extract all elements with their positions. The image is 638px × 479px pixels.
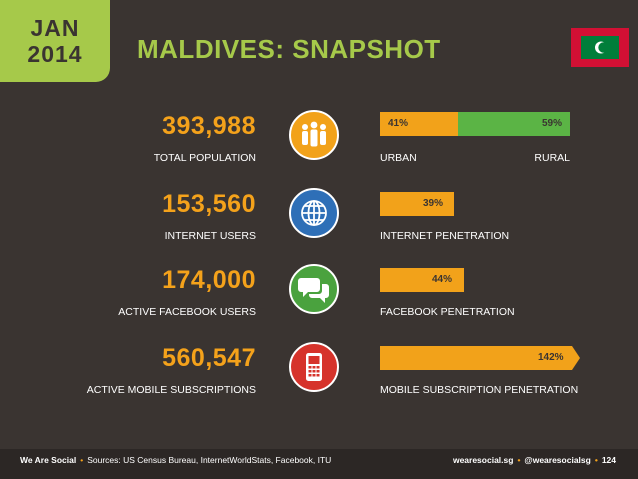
stat-label: ACTIVE MOBILE SUBSCRIPTIONS: [86, 384, 256, 396]
footer-handle[interactable]: @wearesocialsg: [524, 455, 591, 465]
internet-penetration-label: INTERNET PENETRATION: [380, 230, 510, 242]
footer-left: We Are Social • Sources: US Census Bureau,…: [20, 455, 332, 465]
footer-website[interactable]: wearesocial.sg: [452, 455, 514, 465]
speech-bubbles-icon: [289, 264, 339, 314]
facebook-penetration-pct: 44%: [432, 274, 453, 285]
mobile-penetration-label: MOBILE SUBSCRIPTION PENETRATION: [380, 384, 579, 396]
rural-label: RURAL: [534, 152, 570, 164]
stat-label: INTERNET USERS: [164, 230, 256, 242]
urban-label: URBAN: [380, 152, 417, 164]
urban-pct: 41%: [388, 118, 409, 129]
internet-penetration-bar: [380, 192, 454, 216]
facebook-penetration-bar: [380, 268, 464, 292]
stat-value: 153,560: [162, 190, 256, 218]
stat-value: 174,000: [162, 266, 256, 294]
maldives-flag-icon: [571, 28, 629, 67]
rural-pct: 59%: [541, 118, 562, 129]
stat-value: 560,547: [162, 344, 256, 372]
facebook-penetration-label: FACEBOOK PENETRATION: [380, 306, 515, 318]
urban-rural-bar: 41% 59%: [380, 112, 570, 142]
rural-bar-fill: [458, 112, 570, 136]
people-icon: [289, 110, 339, 160]
date-badge: JAN 2014: [0, 0, 110, 82]
footer-sources: Sources: US Census Bureau, InternetWorld…: [87, 455, 332, 465]
stat-row-mobile: 560,547 ACTIVE MOBILE SUBSCRIPTIONS 142%…: [0, 342, 638, 424]
date-month: JAN: [30, 14, 80, 41]
stat-label: ACTIVE FACEBOOK USERS: [118, 306, 256, 318]
stat-row-population: 393,988 TOTAL POPULATION 41% 59% URBAN R…: [0, 110, 638, 192]
footer-brand: We Are Social: [20, 455, 77, 465]
stat-row-internet: 153,560 INTERNET USERS 39% INTERNET PENE…: [0, 188, 638, 270]
mobile-penetration-pct: 142%: [538, 352, 564, 363]
internet-penetration-pct: 39%: [423, 198, 444, 209]
stat-value: 393,988: [162, 112, 256, 140]
page-title: MALDIVES: SNAPSHOT: [137, 34, 441, 64]
urban-bar-fill: [380, 112, 458, 136]
footer-page-number: 124: [601, 455, 616, 465]
date-year: 2014: [27, 40, 83, 67]
stat-row-facebook: 174,000 ACTIVE FACEBOOK USERS 44% FACEBO…: [0, 264, 638, 346]
footer-right: wearesocial.sg • @wearesocialsg • 124: [452, 455, 616, 465]
globe-icon: [289, 188, 339, 238]
footer: We Are Social • Sources: US Census Bureau,…: [0, 449, 638, 479]
mobile-penetration-bar: [380, 346, 580, 370]
stat-label: TOTAL POPULATION: [153, 152, 256, 164]
mobile-phone-icon: [289, 342, 339, 392]
